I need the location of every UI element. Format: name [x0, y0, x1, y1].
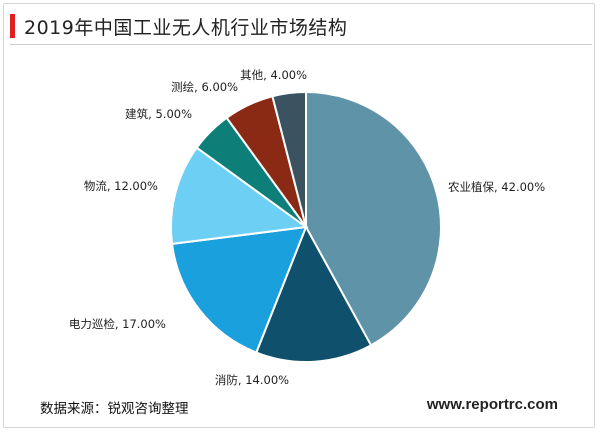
pie-slice: [271, 90, 307, 228]
slice-label: 物流, 12.00%: [84, 179, 158, 193]
website-watermark: www.reportrc.com: [426, 396, 558, 413]
pie-slice: [255, 224, 373, 363]
chart-title: 2019年中国工业无人机行业市场结构: [24, 17, 348, 39]
pie-slice: [170, 225, 308, 354]
slice-label: 建筑, 5.00%: [125, 107, 192, 121]
slice-label: 消防, 14.00%: [215, 373, 289, 387]
slice-label: 农业植保, 42.00%: [448, 180, 545, 194]
pie-slice: [170, 146, 309, 246]
data-source-note: 数据来源：锐观咨询整理: [40, 401, 189, 417]
pie-slice: [305, 90, 442, 347]
slice-label: 电力巡检, 17.00%: [69, 317, 166, 331]
title-divider: [10, 44, 592, 45]
slice-label: 其他, 4.00%: [240, 68, 307, 82]
slice-label: 测绘, 6.00%: [171, 80, 238, 94]
title-accent-bar: [10, 14, 15, 38]
